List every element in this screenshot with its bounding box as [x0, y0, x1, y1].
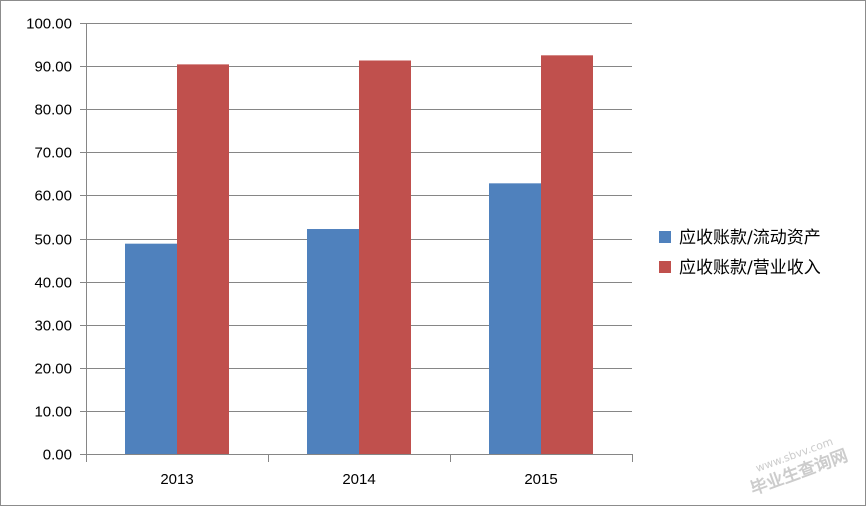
bar — [489, 183, 541, 454]
y-tick-label: 50.00 — [34, 232, 72, 249]
y-tick-label: 100.00 — [26, 16, 72, 33]
y-tick-label: 60.00 — [34, 188, 72, 205]
y-tick-label: 0.00 — [43, 447, 72, 464]
y-tick-label: 70.00 — [34, 145, 72, 162]
bar — [359, 60, 411, 454]
axes — [80, 23, 633, 462]
y-tick-label: 30.00 — [34, 318, 72, 335]
x-tick-label: 2015 — [524, 471, 557, 488]
watermark: 毕业生查询网 www.sbvv.com — [748, 435, 851, 500]
y-tick-label: 20.00 — [34, 361, 72, 378]
y-tick-label: 10.00 — [34, 404, 72, 421]
y-tick-label: 40.00 — [34, 275, 72, 292]
legend-swatch — [659, 261, 671, 273]
bars — [125, 55, 593, 454]
y-tick-label: 90.00 — [34, 59, 72, 76]
x-tick-label: 2013 — [160, 471, 193, 488]
x-tick-label: 2014 — [342, 471, 375, 488]
legend-swatch — [659, 231, 671, 243]
legend-label: 应收账款/流动资产 — [679, 228, 821, 248]
x-tick-labels: 2013 2014 2015 — [160, 471, 557, 488]
bar — [177, 64, 229, 454]
bar — [125, 243, 177, 454]
legend-label: 应收账款/营业收入 — [679, 258, 821, 278]
y-tick-label: 80.00 — [34, 102, 72, 119]
bar — [541, 55, 593, 454]
bar — [307, 229, 359, 454]
y-tick-labels: 0.00 10.00 20.00 30.00 40.00 50.00 60.00 70.00 8… — [26, 16, 72, 464]
